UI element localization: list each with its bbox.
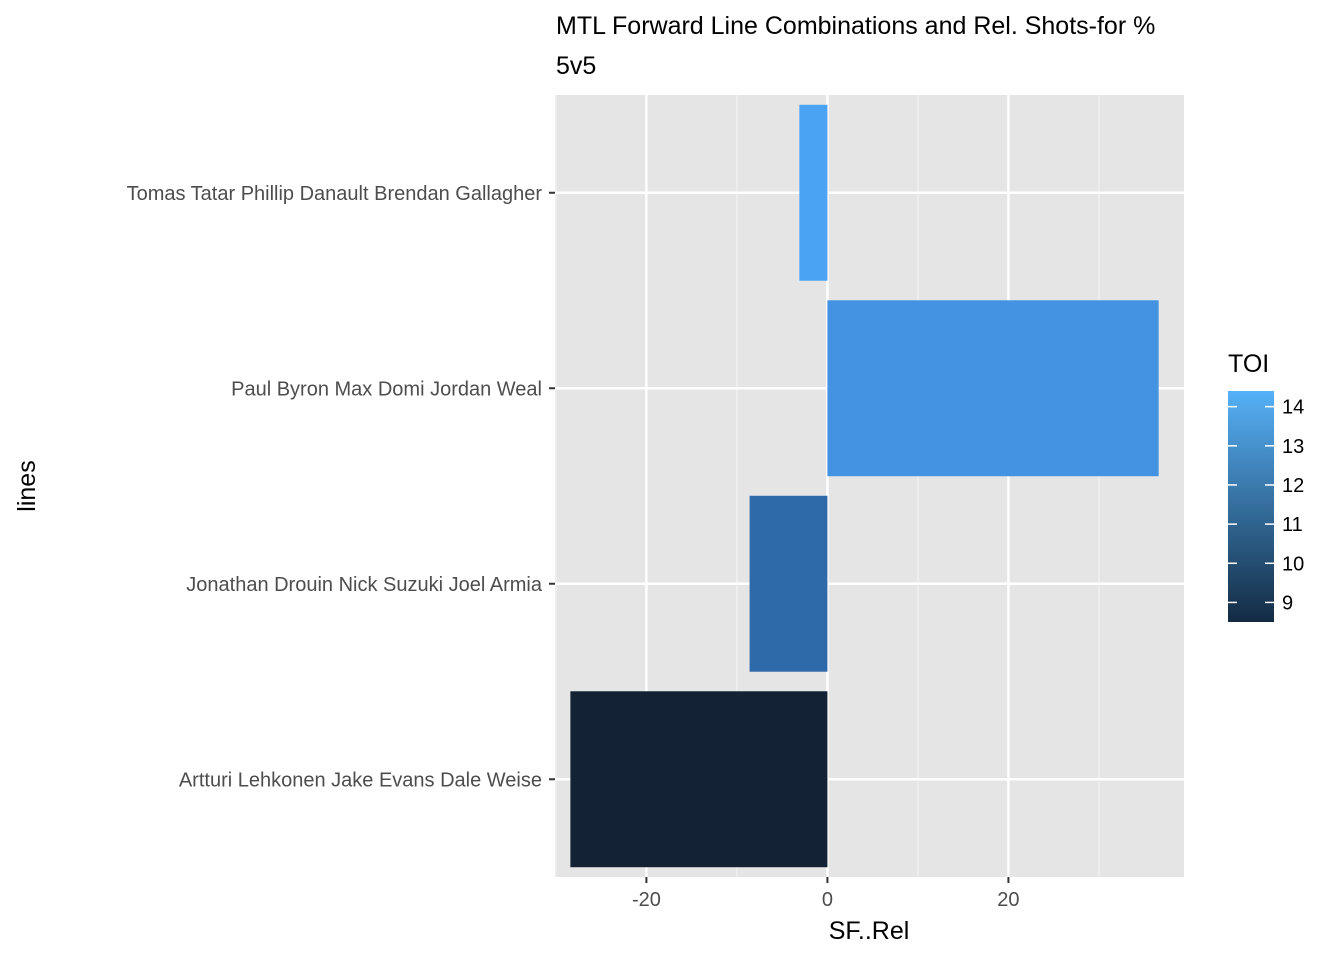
bars xyxy=(570,104,1159,868)
bar xyxy=(749,495,828,672)
legend-tick-label: 14 xyxy=(1282,397,1304,419)
legend-ticks: 9 10 11 12 13 14 xyxy=(1228,397,1304,614)
legend-tick-label: 13 xyxy=(1282,436,1304,458)
bar xyxy=(827,300,1159,477)
legend-tick-label: 11 xyxy=(1282,514,1303,536)
y-tick-label: Paul Byron Max Domi Jordan Weal xyxy=(231,378,542,400)
y-tick-label: Artturi Lehkonen Jake Evans Dale Weise xyxy=(179,769,542,791)
y-axis: Tomas Tatar Phillip Danault Brendan Gall… xyxy=(127,183,555,791)
x-tick-label: 0 xyxy=(822,889,833,911)
x-axis: -20 0 20 xyxy=(632,877,1020,911)
chart-subtitle: 5v5 xyxy=(556,52,596,80)
legend-tick-label: 12 xyxy=(1282,475,1304,497)
x-tick-label: -20 xyxy=(632,889,661,911)
legend-tick-label: 9 xyxy=(1282,592,1293,614)
y-tick-label: Tomas Tatar Phillip Danault Brendan Gall… xyxy=(127,183,543,205)
legend-tick-label: 10 xyxy=(1282,553,1304,575)
legend-colorbar xyxy=(1228,391,1274,622)
legend-title: TOI xyxy=(1228,350,1269,378)
bar xyxy=(570,691,828,868)
bar xyxy=(799,104,828,281)
legend: TOI 9 10 11 12 13 14 xyxy=(1228,350,1304,622)
x-axis-title: SF..Rel xyxy=(829,917,910,945)
x-tick-label: 20 xyxy=(997,889,1019,911)
chart-title: MTL Forward Line Combinations and Rel. S… xyxy=(556,12,1155,40)
y-axis-title: lines xyxy=(13,460,41,511)
gridlines xyxy=(555,95,1184,877)
y-tick-label: Jonathan Drouin Nick Suzuki Joel Armia xyxy=(186,574,543,596)
